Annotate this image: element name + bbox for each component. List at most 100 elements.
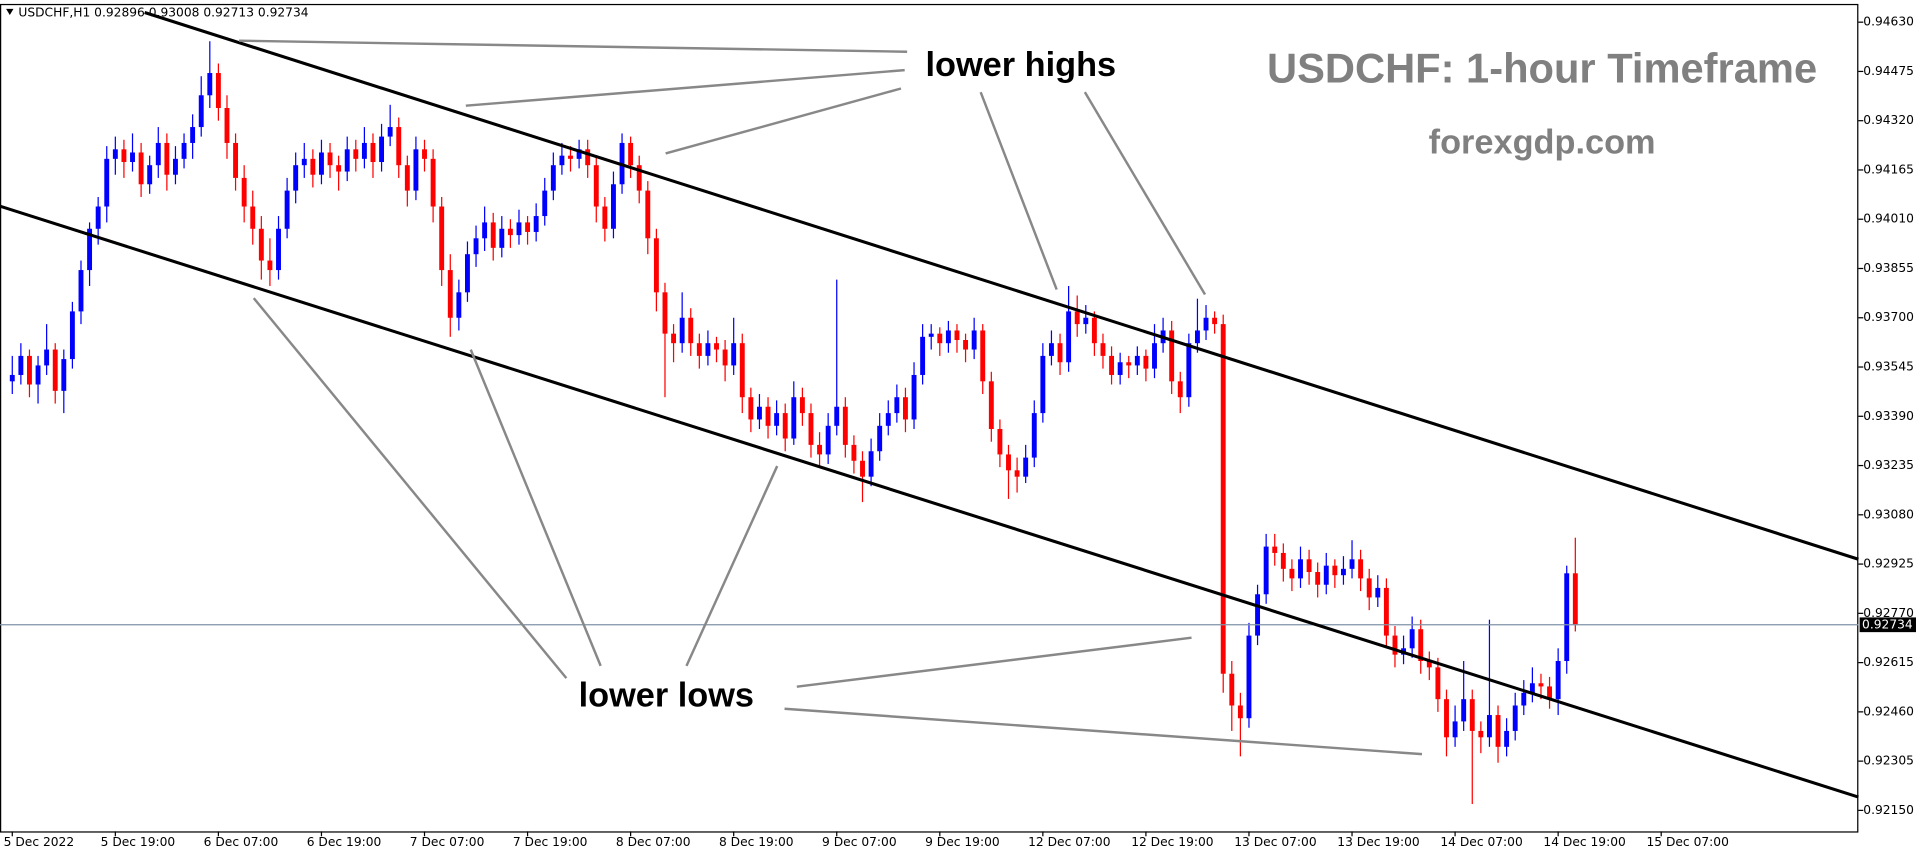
- candle-body: [1006, 454, 1011, 471]
- candle-body: [550, 165, 556, 191]
- arrow: [979, 91, 1058, 290]
- y-tick-label: 0.93700: [1863, 310, 1914, 324]
- y-tick-label: 0.93235: [1863, 458, 1914, 472]
- candle-body: [1340, 568, 1346, 576]
- candle-body: [456, 292, 462, 318]
- candle-body: [731, 343, 737, 366]
- plot-area: 0.94630 0.94475 0.94320 0.94165 0.94010 0.938…: [0, 3, 1916, 849]
- y-tick-label: 0.94010: [1863, 212, 1914, 226]
- x-tick-label: 12 Dec 07:00: [1028, 835, 1110, 849]
- candle-body: [834, 406, 840, 426]
- candle-body: [490, 222, 496, 248]
- candle-body: [155, 142, 161, 166]
- candle-body: [1418, 629, 1424, 662]
- candle-body: [104, 158, 110, 207]
- candle-body: [379, 136, 385, 163]
- upper-channel-line: [144, 11, 1859, 561]
- candle-body: [1469, 699, 1475, 731]
- candle-body: [671, 333, 677, 344]
- candle-body: [1066, 311, 1072, 363]
- y-tick-label: 0.93390: [1863, 409, 1914, 423]
- y-tick-label: 0.92925: [1863, 557, 1914, 571]
- arrow: [796, 636, 1192, 688]
- candle-body: [387, 127, 393, 137]
- candle-body: [825, 425, 831, 455]
- y-tick-label: 0.94475: [1863, 64, 1914, 78]
- candle-body: [361, 142, 367, 159]
- candle-body: [602, 206, 608, 229]
- candle-body: [112, 149, 118, 159]
- candle-body: [1194, 330, 1200, 344]
- candle-body: [61, 359, 67, 391]
- candle-body: [911, 374, 917, 420]
- x-tick-label: 12 Dec 19:00: [1131, 835, 1213, 849]
- x-tick-label: 8 Dec 07:00: [616, 835, 691, 849]
- x-tick-label: 9 Dec 19:00: [925, 835, 1000, 849]
- candle-body: [1117, 362, 1123, 375]
- candle-body: [542, 190, 548, 217]
- candle-body: [1177, 381, 1183, 398]
- close: 0.92734: [258, 5, 309, 19]
- candle-body: [267, 260, 273, 271]
- x-tick-label: 6 Dec 19:00: [307, 835, 382, 849]
- candle-body: [980, 330, 986, 382]
- arrow: [784, 707, 1423, 756]
- candle-body: [774, 413, 780, 426]
- candle-body: [1040, 355, 1046, 414]
- arrow: [252, 297, 568, 679]
- arrow: [665, 87, 902, 155]
- candle-body: [224, 107, 230, 143]
- header-text: USDCHF,H1 0.92896 0.93008 0.92713 0.9273…: [18, 5, 308, 19]
- candle-body: [507, 228, 513, 236]
- y-tick-label: 0.92460: [1863, 704, 1914, 718]
- candle-body: [868, 451, 874, 477]
- candle-body: [1203, 317, 1209, 331]
- candle-body: [525, 222, 531, 232]
- candle-body: [559, 155, 565, 166]
- candle-body: [860, 460, 865, 477]
- candle-body: [688, 317, 694, 344]
- candle-body: [963, 340, 969, 350]
- candle-body: [645, 190, 651, 239]
- candle-body: [782, 413, 788, 439]
- current-price-label: 0.92734: [1862, 617, 1913, 631]
- candle-body: [404, 165, 410, 191]
- y-tick-label: 0.92770: [1863, 606, 1914, 620]
- candle-body: [181, 142, 187, 159]
- x-tick-label: 6 Dec 07:00: [204, 835, 279, 849]
- candle-body: [1332, 565, 1338, 576]
- candle-body: [319, 152, 324, 175]
- candle-body: [610, 184, 616, 229]
- candle-body: [1246, 635, 1252, 719]
- arrow: [469, 349, 602, 667]
- high: 0.93008: [149, 5, 200, 19]
- candle-body: [1564, 573, 1570, 662]
- candle-body: [1555, 661, 1561, 700]
- candle-body: [258, 228, 264, 261]
- candle-body: [344, 149, 350, 172]
- candle-body: [465, 254, 470, 293]
- candle-body: [920, 336, 926, 375]
- candle-body: [1495, 715, 1501, 747]
- candle-body: [765, 406, 771, 426]
- candle-body: [1298, 559, 1303, 579]
- candle-body: [1212, 317, 1218, 325]
- menu-icon: [6, 8, 14, 15]
- candle-body: [1272, 546, 1278, 553]
- annotation: lower highs: [926, 46, 1117, 84]
- candle-body: [1237, 705, 1243, 719]
- candle-body: [284, 190, 290, 229]
- candle-body: [276, 228, 281, 271]
- x-tick-label: 15 Dec 07:00: [1646, 835, 1728, 849]
- candle-body: [1349, 559, 1355, 569]
- y-tick-label: 0.93545: [1863, 360, 1914, 374]
- candle-body: [1169, 330, 1175, 382]
- symbol: USDCHF,H1: [18, 5, 90, 19]
- candle-body: [988, 381, 994, 429]
- candle-body: [628, 142, 634, 166]
- candle-body: [1547, 686, 1553, 700]
- y-tick-label: 0.93855: [1863, 261, 1914, 275]
- candle-body: [147, 165, 153, 185]
- candle-body: [250, 206, 256, 229]
- candle-body: [1091, 317, 1097, 344]
